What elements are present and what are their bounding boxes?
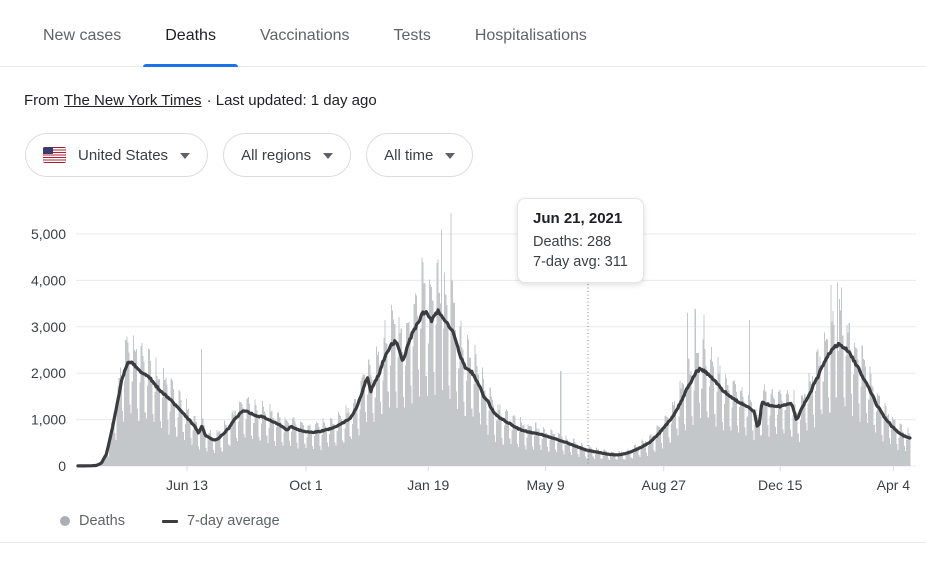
chart-tooltip: Jun 21, 2021 Deaths: 288 7-day avg: 311	[517, 198, 644, 283]
tab-tests[interactable]: Tests	[393, 26, 430, 66]
tab-new-cases[interactable]: New cases	[43, 26, 121, 66]
chart-legend: Deaths 7-day average	[60, 513, 926, 529]
svg-text:3,000: 3,000	[31, 319, 66, 335]
svg-text:5,000: 5,000	[31, 226, 66, 242]
country-dropdown-label: United States	[78, 146, 169, 164]
us-flag-icon	[43, 147, 66, 163]
svg-text:4,000: 4,000	[31, 272, 66, 288]
bottom-divider	[0, 542, 926, 543]
deaths-legend-label: Deaths	[79, 513, 125, 529]
tab-hospitalisations[interactable]: Hospitalisations	[475, 26, 587, 66]
tooltip-avg-value: 7-day avg: 311	[533, 254, 628, 270]
svg-text:Aug 27: Aug 27	[642, 477, 687, 493]
source-prefix: From	[24, 92, 59, 109]
region-dropdown-label: All regions	[241, 146, 312, 164]
deaths-bars	[77, 213, 911, 466]
tooltip-deaths-value: Deaths: 288	[533, 234, 612, 250]
source-link[interactable]: The New York Times	[64, 92, 202, 109]
deaths-legend-dot-icon	[60, 516, 70, 526]
last-updated-text: · Last updated: 1 day ago	[206, 92, 377, 109]
average-legend-label: 7-day average	[186, 513, 280, 529]
seven-day-average-line	[76, 308, 912, 468]
tab-bar: New cases Deaths Vaccinations Tests Hosp…	[0, 0, 926, 67]
svg-text:Dec 15: Dec 15	[758, 477, 803, 493]
svg-text:Oct 1: Oct 1	[289, 477, 323, 493]
svg-text:2,000: 2,000	[31, 365, 66, 381]
country-dropdown[interactable]: United States	[25, 133, 209, 177]
svg-text:May 9: May 9	[527, 477, 565, 493]
chevron-down-icon	[323, 153, 334, 159]
region-dropdown[interactable]: All regions	[223, 133, 352, 177]
svg-text:Apr 4: Apr 4	[877, 477, 911, 493]
filter-row: United States All regions All time	[25, 133, 926, 177]
chevron-down-icon	[445, 153, 456, 159]
source-row: From The New York Times · Last updated: …	[24, 92, 926, 109]
tab-deaths[interactable]: Deaths	[143, 26, 238, 67]
covid-stats-widget: New cases Deaths Vaccinations Tests Hosp…	[0, 0, 926, 543]
average-legend-line-icon	[161, 519, 178, 523]
svg-text:Jan 19: Jan 19	[407, 477, 449, 493]
tab-vaccinations[interactable]: Vaccinations	[260, 26, 350, 66]
time-dropdown-label: All time	[384, 146, 434, 164]
chevron-down-icon	[180, 153, 191, 159]
deaths-chart[interactable]: 0 1,000 2,000 3,000 4,000 5,000 Jun 13 Oct 1 Jan…	[0, 207, 926, 507]
tooltip-date: Jun 21, 2021	[533, 210, 623, 227]
svg-text:Jun 13: Jun 13	[166, 477, 208, 493]
x-axis-labels: Jun 13 Oct 1 Jan 19 May 9 Aug 27 Dec 15 Apr 4	[166, 466, 910, 493]
svg-text:0: 0	[58, 458, 66, 474]
time-dropdown[interactable]: All time	[366, 133, 474, 177]
svg-text:1,000: 1,000	[31, 412, 66, 428]
chart-area: 0 1,000 2,000 3,000 4,000 5,000 Jun 13 Oct 1 Jan…	[0, 198, 926, 507]
y-axis-labels: 0 1,000 2,000 3,000 4,000 5,000	[31, 226, 66, 474]
